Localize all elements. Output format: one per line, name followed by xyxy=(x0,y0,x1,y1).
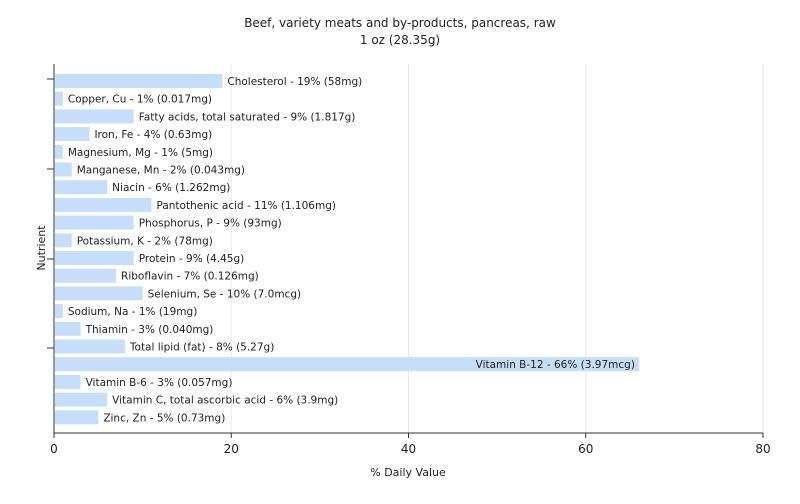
bar-label-2: Fatty acids, total saturated - 9% (1.817… xyxy=(139,111,356,123)
chart-title: Beef, variety meats and by-products, pan… xyxy=(244,16,556,30)
bar-5 xyxy=(55,162,72,177)
x-tick-label-60: 60 xyxy=(578,442,593,456)
bar-label-8: Phosphorus, P - 9% (93mg) xyxy=(139,218,282,230)
bar-12 xyxy=(55,286,143,301)
bar-label-17: Vitamin B-6 - 3% (0.057mg) xyxy=(86,377,233,389)
x-tick-label-40: 40 xyxy=(401,442,416,456)
x-axis-label: % Daily Value xyxy=(370,466,446,479)
bar-label-7: Pantothenic acid - 11% (1.106mg) xyxy=(156,200,335,212)
axes: 0 20 40 60 80 xyxy=(47,64,771,456)
bar-16 xyxy=(55,357,639,372)
x-tick-label-80: 80 xyxy=(755,442,770,456)
bar-label-4: Magnesium, Mg - 1% (5mg) xyxy=(68,147,213,159)
bar-8 xyxy=(55,215,134,230)
bar-label-1: Copper, Cu - 1% (0.017mg) xyxy=(68,94,212,106)
x-tick-label-20: 20 xyxy=(224,442,239,456)
bar-18 xyxy=(55,392,108,407)
bar-1 xyxy=(55,91,63,106)
chart-subtitle: 1 oz (28.35g) xyxy=(360,33,440,47)
bar-label-18: Vitamin C, total ascorbic acid - 6% (3.9… xyxy=(112,395,338,407)
bar-label-14: Thiamin - 3% (0.040mg) xyxy=(85,324,214,336)
bar-13 xyxy=(55,304,63,319)
bar-label-3: Iron, Fe - 4% (0.63mg) xyxy=(94,129,212,141)
bar-11 xyxy=(55,268,117,283)
bar-19 xyxy=(55,410,99,425)
bar-label-6: Niacin - 6% (1.262mg) xyxy=(112,182,230,194)
bar-label-0: Cholesterol - 19% (58mg) xyxy=(227,76,362,88)
bar-label-12: Selenium, Se - 10% (7.0mcg) xyxy=(148,288,301,300)
bar-label-19: Zinc, Zn - 5% (0.73mg) xyxy=(103,412,225,424)
bar-label-13: Sodium, Na - 1% (19mg) xyxy=(68,306,197,318)
bar-4 xyxy=(55,144,63,159)
bars xyxy=(55,74,639,425)
bar-label-16: Vitamin B-12 - 66% (3.97mcg) xyxy=(476,359,635,371)
bar-0 xyxy=(55,74,223,88)
y-axis-label: Nutrient xyxy=(35,225,48,271)
grid-lines xyxy=(230,64,764,433)
bar-17 xyxy=(55,374,81,389)
bar-6 xyxy=(55,180,108,195)
bar-labels: Cholesterol - 19% (58mg) Copper, Cu - 1% … xyxy=(68,76,635,424)
bar-3 xyxy=(55,127,90,142)
bar-7 xyxy=(55,197,152,212)
bar-2 xyxy=(55,109,134,124)
bar-label-5: Manganese, Mn - 2% (0.043mg) xyxy=(77,165,245,177)
bar-label-9: Potassium, K - 2% (78mg) xyxy=(77,235,213,247)
bar-label-15: Total lipid (fat) - 8% (5.27g) xyxy=(129,342,274,354)
bar-14 xyxy=(55,321,81,336)
bar-9 xyxy=(55,233,72,248)
bar-10 xyxy=(55,251,134,265)
bar-label-10: Protein - 9% (4.45g) xyxy=(139,253,245,265)
bar-label-11: Riboflavin - 7% (0.126mg) xyxy=(121,271,259,283)
bar-15 xyxy=(55,339,125,354)
x-tick-label-0: 0 xyxy=(50,442,58,456)
